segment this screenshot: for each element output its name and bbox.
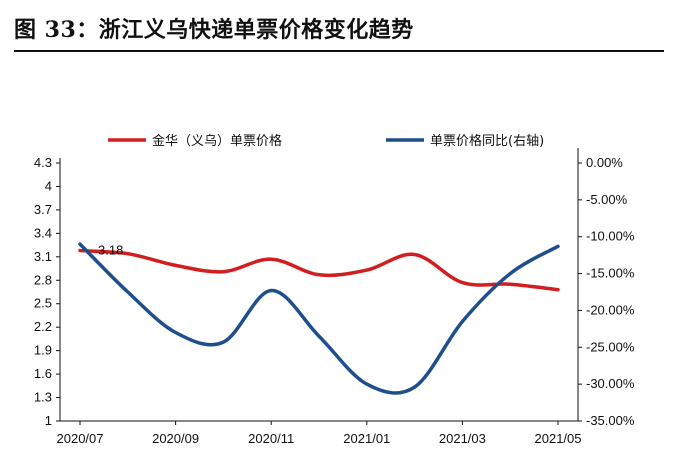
- left-tick-label: 3.4: [34, 225, 52, 240]
- x-axis-ticks: 2020/07 2020/09 2020/11 2021/01 2021/03 2021/…: [57, 421, 582, 446]
- right-tick-label: 0.00%: [586, 155, 623, 170]
- x-tick-label: 2020/11: [248, 431, 294, 446]
- right-tick-label: -25.00%: [586, 339, 635, 354]
- data-labels: 3.18: [98, 243, 123, 258]
- right-axis-ticks: 0.00% -5.00% -10.00% -15.00% -20.00% -25.00% -…: [578, 155, 635, 428]
- left-tick-label: 2.5: [34, 296, 52, 311]
- legend-label: 单票价格同比(右轴): [430, 133, 544, 149]
- series-line-price: [78, 248, 560, 292]
- right-tick-label: -20.00%: [586, 302, 635, 317]
- left-tick-label: 4.3: [34, 155, 52, 170]
- left-tick-label: 2.2: [34, 319, 52, 334]
- x-tick-label: 2020/09: [152, 431, 199, 446]
- left-tick-label: 2.8: [34, 272, 52, 287]
- series-line-yoy: [78, 242, 560, 395]
- axes: [59, 148, 579, 422]
- x-tick-label: 2021/05: [535, 431, 582, 446]
- x-tick-label: 2020/07: [57, 431, 104, 446]
- right-tick-label: -10.00%: [586, 229, 635, 244]
- title-divider: [14, 50, 664, 52]
- left-tick-label: 3.7: [34, 202, 52, 217]
- left-axis-ticks: 4.3 4 3.7 3.4 3.1 2.8 2.5 2.2 1.9 1.6 1.3 1: [34, 155, 60, 428]
- right-tick-label: -15.00%: [586, 266, 635, 281]
- left-tick-label: 1.3: [34, 390, 52, 405]
- figure-title: 图 33：浙江义乌快递单票价格变化趋势: [14, 17, 414, 43]
- data-label: 3.18: [98, 243, 123, 258]
- x-tick-label: 2021/03: [439, 431, 486, 446]
- left-tick-label: 1.6: [34, 366, 52, 381]
- right-tick-label: -35.00%: [586, 413, 635, 428]
- right-tick-label: -30.00%: [586, 376, 635, 391]
- left-tick-label: 1.9: [34, 343, 52, 358]
- left-tick-label: 3.1: [34, 249, 52, 264]
- x-tick-label: 2021/01: [343, 431, 390, 446]
- legend: 金华（义乌）单票价格 单票价格同比(右轴): [108, 133, 544, 149]
- left-tick-label: 1: [45, 413, 52, 428]
- left-tick-label: 4: [45, 178, 52, 193]
- legend-label: 金华（义乌）单票价格: [152, 133, 282, 149]
- series-lines: [78, 242, 560, 395]
- right-tick-label: -5.00%: [586, 192, 628, 207]
